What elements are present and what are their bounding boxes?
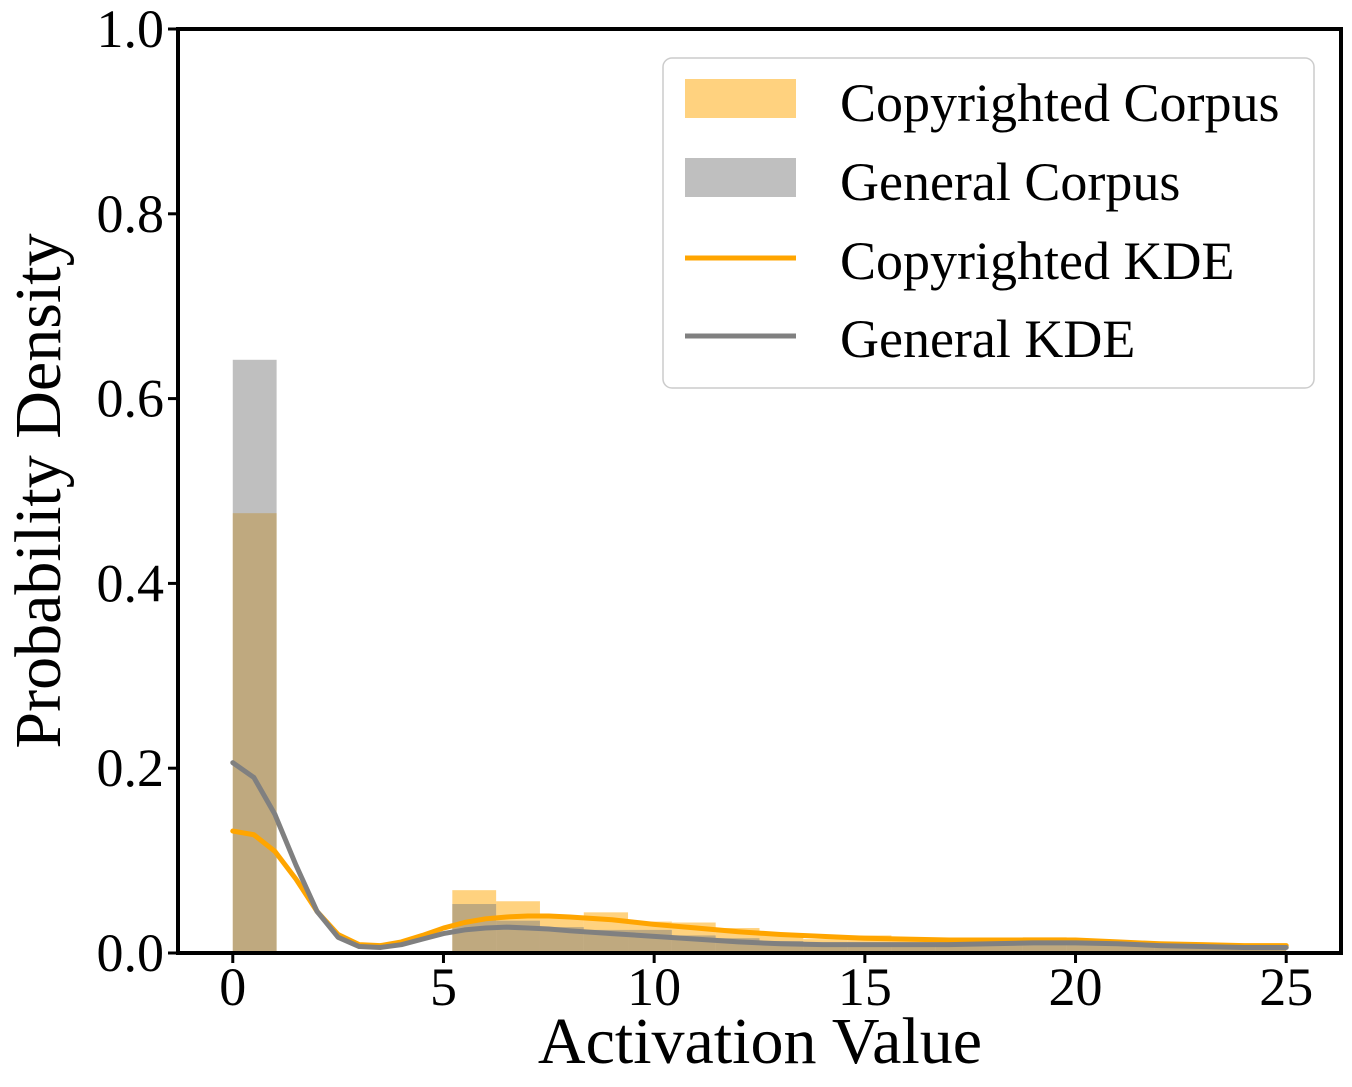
bar-general-corpus-23 xyxy=(1242,948,1287,953)
y-tick-label-4: 0.8 xyxy=(97,184,165,244)
bar-general-corpus-13 xyxy=(803,943,848,953)
line-general-kde xyxy=(230,760,1289,950)
y-tick-label-1: 0.2 xyxy=(97,738,165,798)
bar-general-corpus-21 xyxy=(1154,946,1199,953)
legend-label-copyrighted-corpus: Copyrighted Corpus xyxy=(840,73,1280,133)
histogram-bars xyxy=(232,359,1287,953)
legend: Copyrighted Corpus General Corpus Copyri… xyxy=(662,57,1315,389)
legend-label-general-corpus: General Corpus xyxy=(840,152,1180,212)
bar-general-corpus-15 xyxy=(891,944,936,953)
bar-general-corpus-16 xyxy=(935,944,980,953)
bar-general-corpus-19 xyxy=(1066,943,1111,953)
legend-swatch-general-corpus xyxy=(685,158,796,197)
y-tick-label-3: 0.6 xyxy=(97,369,165,429)
y-tick-label-5: 1.0 xyxy=(97,0,165,59)
x-tick-label-5: 25 xyxy=(1259,957,1313,1017)
x-tick-label-4: 20 xyxy=(1049,957,1103,1017)
legend-swatch-copyrighted-corpus xyxy=(685,79,796,118)
axis-ticks: 0 5 10 15 20 25 0.0 0.2 0.4 0.6 0.8 1.0 xyxy=(97,0,1314,1017)
x-axis-label: Activation Value xyxy=(538,1005,982,1078)
kde-lines xyxy=(230,760,1289,950)
x-tick-label-3: 15 xyxy=(838,957,892,1017)
plot-frame xyxy=(176,27,1343,955)
x-tick-label-1: 5 xyxy=(430,957,457,1017)
bar-general-corpus-18 xyxy=(1022,943,1067,953)
legend-frame xyxy=(662,57,1315,389)
y-axis-label: Probability Density xyxy=(2,233,75,748)
legend-label-general-kde: General KDE xyxy=(840,309,1135,369)
legend-label-copyrighted-kde: Copyrighted KDE xyxy=(840,231,1234,291)
bar-general-corpus-0 xyxy=(232,359,277,953)
bar-general-corpus-20 xyxy=(1110,944,1155,953)
y-tick-label-2: 0.4 xyxy=(97,553,165,613)
bar-general-corpus-17 xyxy=(979,944,1023,953)
bar-general-corpus-22 xyxy=(1198,947,1243,953)
x-tick-label-2: 10 xyxy=(627,957,681,1017)
x-tick-label-0: 0 xyxy=(219,957,246,1017)
y-tick-label-0: 0.0 xyxy=(97,923,165,983)
bar-general-corpus-14 xyxy=(847,943,892,953)
